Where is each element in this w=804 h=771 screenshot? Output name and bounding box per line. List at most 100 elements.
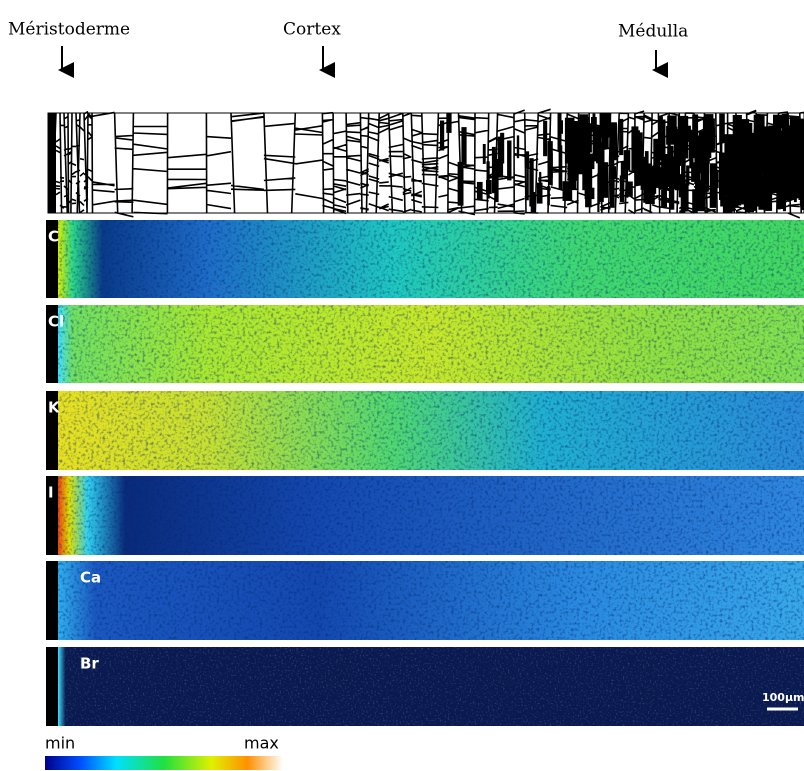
cell-fill bbox=[525, 154, 529, 168]
cell-fill bbox=[758, 174, 769, 210]
element-label: I bbox=[48, 484, 54, 502]
cell-fill bbox=[695, 150, 700, 178]
sample-edge bbox=[46, 476, 58, 555]
colorbar-gradient bbox=[45, 756, 283, 770]
cell-fill bbox=[782, 198, 786, 212]
cell-fill bbox=[658, 119, 666, 161]
cell-fill bbox=[747, 132, 754, 175]
cell-fill bbox=[701, 157, 709, 191]
cell-fill bbox=[796, 154, 803, 193]
cell-fill bbox=[724, 153, 733, 185]
cell-fill bbox=[747, 161, 753, 197]
cell-fill bbox=[745, 164, 750, 196]
cell-fill bbox=[661, 154, 669, 169]
element-maps: C Cl K I Ca Br bbox=[46, 220, 804, 726]
cell-fill bbox=[659, 167, 669, 190]
cell-fill bbox=[776, 192, 781, 210]
cell-fill bbox=[557, 113, 562, 152]
cell-fill bbox=[692, 114, 699, 145]
cell-fill bbox=[558, 145, 563, 190]
cell-fill bbox=[446, 113, 452, 133]
cell-fill bbox=[667, 142, 671, 162]
cell-fill bbox=[516, 135, 520, 159]
cell-fill bbox=[686, 165, 690, 186]
scale-bar-label: 100µm bbox=[762, 691, 804, 704]
cell-fill bbox=[779, 177, 784, 209]
cell-fill bbox=[673, 163, 678, 190]
cell-fill bbox=[526, 154, 529, 201]
cell-fill bbox=[600, 162, 609, 198]
cell-fill bbox=[547, 186, 550, 206]
cell-fill bbox=[486, 161, 490, 199]
cell-fill bbox=[495, 159, 499, 203]
sample-edge bbox=[46, 305, 58, 383]
cell-fill bbox=[687, 125, 691, 142]
cell-fill bbox=[461, 127, 467, 166]
cell-fill bbox=[781, 113, 788, 149]
cell-fill bbox=[598, 142, 605, 173]
meristoderm-edge bbox=[48, 113, 56, 213]
cell-fill bbox=[457, 161, 464, 206]
cell-fill bbox=[696, 195, 700, 211]
cell-fill bbox=[597, 173, 600, 213]
cell-fill bbox=[543, 120, 548, 157]
colorbar: min max bbox=[45, 734, 283, 770]
scale-bar: 100µm bbox=[762, 691, 804, 711]
cell-fill bbox=[675, 174, 685, 191]
element-label: C bbox=[48, 228, 59, 246]
cell-fill bbox=[679, 151, 683, 163]
cell-fill bbox=[486, 180, 492, 194]
cell-fill bbox=[661, 190, 667, 208]
cell-fill bbox=[720, 164, 725, 207]
cell-fill bbox=[732, 153, 742, 196]
cell-fill bbox=[627, 181, 633, 197]
cell-fill bbox=[695, 179, 706, 212]
cell-fill bbox=[536, 182, 543, 204]
cell-fill bbox=[610, 179, 615, 208]
region-label: Médulla bbox=[618, 22, 688, 42]
cell-fill bbox=[567, 123, 576, 159]
region-label: Cortex bbox=[283, 20, 341, 40]
cell-fill bbox=[440, 120, 445, 151]
cell-fill bbox=[539, 171, 542, 186]
cell-fill bbox=[636, 132, 643, 165]
region-labels: Méristoderme Cortex Médulla bbox=[8, 20, 688, 78]
cell-fill bbox=[788, 151, 800, 174]
cell-fill bbox=[789, 116, 801, 152]
cell-fill bbox=[782, 152, 790, 198]
cell-fill bbox=[643, 181, 648, 203]
cell-fill bbox=[610, 148, 615, 185]
cell-drawing bbox=[47, 108, 804, 219]
map-texture bbox=[58, 391, 804, 470]
map-texture bbox=[58, 305, 804, 383]
element-label: Br bbox=[80, 655, 99, 673]
cell-fill bbox=[548, 138, 551, 149]
cell-fill bbox=[573, 128, 583, 175]
cell-fill bbox=[620, 161, 626, 180]
cell-fill bbox=[568, 149, 577, 191]
sample-edge bbox=[46, 220, 58, 298]
map-texture bbox=[58, 476, 804, 555]
cell-fill bbox=[579, 114, 589, 127]
element-label: Ca bbox=[80, 569, 101, 587]
colorbar-min: min bbox=[45, 734, 75, 753]
cell-fill bbox=[694, 136, 705, 174]
cell-fill bbox=[753, 129, 758, 171]
cell-fill bbox=[758, 118, 761, 136]
cell-fill bbox=[653, 138, 661, 188]
cell-fill bbox=[559, 120, 563, 134]
cell-fill bbox=[585, 166, 593, 189]
region-label: Méristoderme bbox=[8, 20, 130, 40]
cell-fill bbox=[584, 187, 595, 200]
cell-fill bbox=[497, 136, 504, 178]
map-texture bbox=[58, 561, 804, 640]
cell-fill bbox=[529, 158, 534, 207]
map-texture bbox=[58, 220, 804, 298]
element-label: K bbox=[48, 399, 61, 417]
cell-fill bbox=[759, 135, 763, 160]
cell-fill bbox=[712, 183, 717, 199]
cell-fill bbox=[645, 166, 655, 205]
cell-fill bbox=[640, 156, 649, 190]
